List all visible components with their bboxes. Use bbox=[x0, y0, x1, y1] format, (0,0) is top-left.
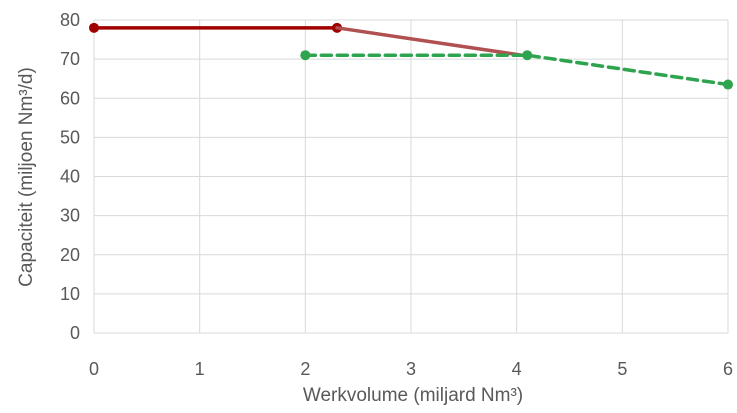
series-line-2 bbox=[303, 53, 730, 87]
y-tick-label-5: 50 bbox=[60, 127, 80, 147]
y-tick-label-2: 20 bbox=[60, 245, 80, 265]
y-tick-label-0: 0 bbox=[70, 323, 80, 343]
tick-labels: 0 10 20 30 40 50 60 70 80 0 1 2 3 4 5 6 bbox=[60, 10, 733, 379]
x-axis-title: Werkvolume (miljard Nm³) bbox=[303, 385, 523, 406]
y-tick-label-1: 10 bbox=[60, 284, 80, 304]
x-tick-label-3: 3 bbox=[406, 359, 416, 379]
x-tick-label-2: 2 bbox=[300, 359, 310, 379]
y-axis-title: Capaciteit (miljoen Nm³/d) bbox=[16, 67, 37, 287]
x-tick-label-0: 0 bbox=[89, 359, 99, 379]
series-2-point-1 bbox=[522, 50, 533, 61]
series-2-point-2 bbox=[723, 79, 733, 90]
x-tick-label-5: 5 bbox=[617, 359, 627, 379]
x-tick-label-4: 4 bbox=[512, 359, 522, 379]
y-tick-label-8: 80 bbox=[60, 10, 80, 30]
series-2-point-0 bbox=[300, 50, 311, 61]
series-0-point-0 bbox=[89, 22, 99, 33]
y-tick-label-4: 40 bbox=[60, 167, 80, 187]
y-tick-label-3: 30 bbox=[60, 206, 80, 226]
series-group bbox=[89, 22, 733, 90]
series-line-1 bbox=[335, 26, 524, 57]
y-tick-label-7: 70 bbox=[60, 49, 80, 69]
grid bbox=[93, 19, 729, 334]
x-tick-label-6: 6 bbox=[723, 359, 733, 379]
x-tick-label-1: 1 bbox=[195, 359, 205, 379]
y-tick-label-6: 60 bbox=[60, 88, 80, 108]
